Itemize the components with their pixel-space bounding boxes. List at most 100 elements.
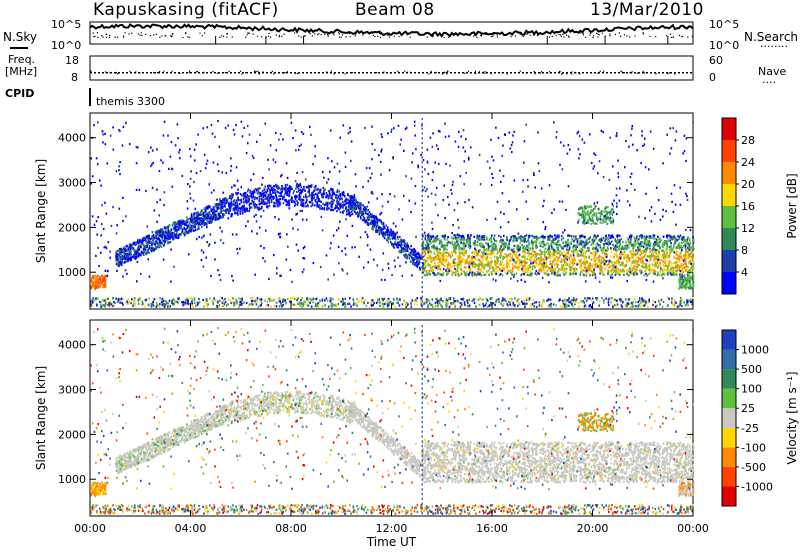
power-cell — [177, 236, 180, 240]
power-cell — [317, 196, 320, 199]
power-cell — [362, 204, 364, 207]
power-cell — [235, 199, 238, 202]
power-cell — [292, 200, 294, 203]
power-cell — [385, 224, 387, 227]
power-cell — [281, 185, 283, 188]
power-cell — [533, 251, 536, 254]
freq-tick-top: 18 — [65, 54, 79, 67]
noise-panel-frame — [89, 21, 694, 45]
power-cell — [166, 239, 168, 242]
power-cell — [203, 224, 205, 227]
power-cell — [244, 193, 246, 196]
power-cell — [115, 250, 118, 253]
power-cell — [115, 257, 118, 260]
power-cell — [168, 224, 171, 227]
power-cell — [186, 231, 188, 234]
power-cell — [406, 249, 409, 252]
power-cell — [263, 188, 266, 191]
power-cell — [251, 190, 254, 194]
power-cell — [489, 245, 492, 248]
power-cell — [578, 249, 581, 252]
power-cell — [300, 201, 302, 204]
freq-label: Freq. — [8, 53, 36, 66]
power-cell — [274, 191, 277, 194]
power-cell — [446, 238, 449, 241]
power-cell — [263, 202, 266, 206]
power-cell — [227, 212, 230, 215]
power-cell — [485, 241, 487, 244]
noise-search-point — [161, 35, 163, 37]
noise-search-point — [562, 33, 564, 35]
power-cell — [316, 203, 319, 206]
nave-point — [655, 73, 657, 75]
power-cell — [172, 222, 175, 225]
power-cell — [405, 243, 407, 246]
power-cell — [553, 263, 556, 266]
power-cell — [320, 205, 323, 208]
power-cell — [208, 211, 211, 214]
power-cell — [276, 200, 278, 203]
power-cell — [223, 213, 226, 216]
power-cell — [194, 212, 196, 215]
power-cell — [397, 235, 399, 239]
power-cell — [267, 199, 269, 202]
power-cell — [500, 235, 502, 238]
power-cell — [117, 262, 119, 265]
power-cell — [195, 213, 198, 216]
power-cell — [422, 255, 425, 258]
power-cell — [246, 207, 249, 210]
power-cell — [270, 194, 272, 197]
power-cell — [341, 191, 344, 194]
power-cell — [293, 190, 295, 193]
power-cell — [150, 247, 152, 250]
power-cell — [309, 193, 311, 196]
power-cell — [284, 199, 286, 202]
power-cell — [327, 208, 329, 211]
power-cell — [197, 228, 199, 231]
power-cell — [160, 234, 162, 237]
noise-search-point — [526, 33, 528, 35]
power-cell — [409, 254, 412, 257]
power-cell — [670, 262, 673, 265]
power-cell — [452, 237, 454, 240]
power-cell — [168, 241, 171, 244]
power-cell — [262, 196, 264, 199]
nave-point — [490, 73, 492, 75]
power-cell — [544, 255, 546, 258]
power-cell — [446, 273, 448, 276]
power-cell — [175, 236, 178, 239]
power-cell — [203, 218, 206, 221]
power-cell — [338, 193, 341, 196]
power-cell — [298, 188, 301, 192]
power-cell — [146, 242, 148, 245]
noise-search-point — [185, 32, 187, 34]
power-cell — [400, 245, 402, 248]
power-cell — [261, 205, 263, 209]
noise-search-point — [387, 34, 389, 36]
power-cell — [376, 230, 379, 234]
power-cell — [293, 204, 296, 207]
power-cell — [665, 253, 667, 256]
power-cell — [506, 255, 508, 258]
noise-search-point — [349, 36, 351, 38]
power-cell — [482, 259, 484, 262]
power-cell — [463, 266, 466, 269]
power-cell — [207, 214, 209, 217]
nave-point — [534, 73, 536, 75]
power-cell — [168, 232, 171, 235]
power-cell — [276, 190, 278, 193]
power-cell — [132, 243, 135, 246]
nave-point — [603, 70, 605, 72]
power-cell — [366, 223, 369, 226]
power-cell — [353, 205, 355, 208]
power-cell — [530, 241, 533, 244]
power-cell — [316, 195, 318, 198]
noise-search-point — [388, 32, 390, 34]
power-cell — [279, 203, 281, 206]
power-cell — [426, 263, 429, 266]
power-cell — [383, 234, 385, 237]
power-cell — [164, 231, 167, 234]
power-cell — [194, 223, 196, 226]
power-cell — [219, 207, 222, 210]
power-cell — [140, 246, 142, 249]
